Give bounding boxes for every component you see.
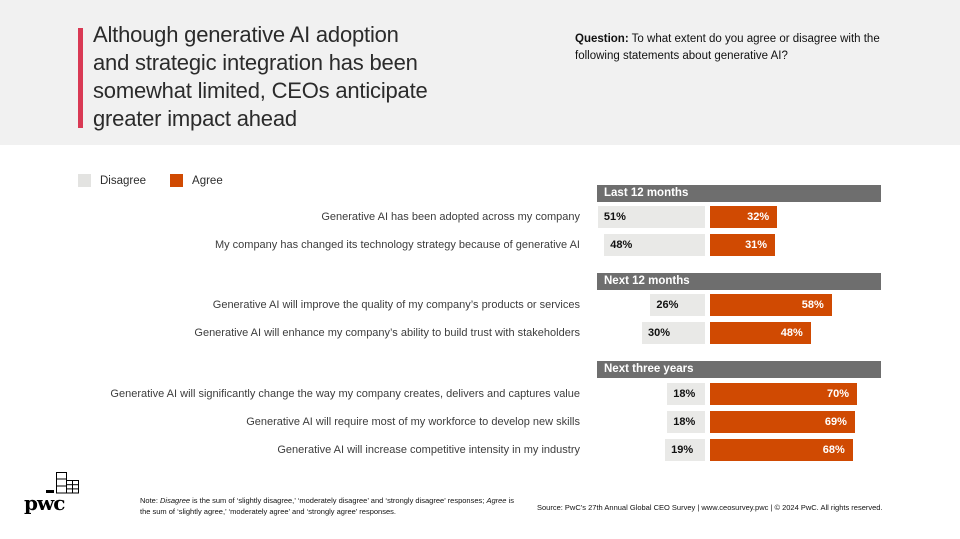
agree-bar: 58%: [710, 294, 832, 316]
section-header-next-12-months: Next 12 months: [597, 273, 881, 290]
row-label: Generative AI has been adopted across my…: [321, 211, 580, 223]
disagree-value: 18%: [673, 388, 696, 400]
question-body-1: To what extent do you agree or disagree …: [631, 33, 880, 45]
agree-bar: 68%: [710, 439, 853, 461]
disagree-bar: 19%: [665, 439, 705, 461]
agree-value: 58%: [801, 299, 824, 311]
disagree-bar-zone: 51%: [589, 206, 705, 228]
statement-row: My company has changed its technology st…: [0, 234, 960, 256]
disagree-bar-zone: 19%: [589, 439, 705, 461]
title-line-4: greater impact ahead: [93, 106, 297, 131]
section-header-last-12-months: Last 12 months: [597, 185, 881, 202]
question-prefix: Question:: [575, 33, 629, 45]
agree-swatch-icon: [170, 174, 184, 187]
agree-value: 32%: [747, 211, 770, 223]
title-line-1: Although generative AI adoption: [93, 22, 399, 47]
disagree-bar-zone: 48%: [589, 234, 705, 256]
agree-bar: 48%: [710, 322, 811, 344]
agree-value: 68%: [822, 444, 845, 456]
disagree-value: 18%: [673, 416, 696, 428]
legend-item-agree: Agree: [170, 174, 223, 187]
disagree-bar: 18%: [667, 383, 705, 405]
note-part: is the sum of ‘slightly disagree,’ ‘mode…: [190, 496, 487, 505]
disagree-value: 19%: [671, 444, 694, 456]
title-line-3: somewhat limited, CEOs anticipate: [93, 78, 428, 103]
disagree-bar: 18%: [667, 411, 705, 433]
row-label: Generative AI will significantly change …: [110, 388, 580, 400]
note-part: is the sum of ‘slightly agree,’ ‘moderat…: [140, 496, 514, 516]
row-label: Generative AI will increase competitive …: [277, 444, 580, 456]
page-title: Although generative AI adoption and stra…: [93, 21, 428, 133]
statement-row: Generative AI will enhance my company’s …: [0, 322, 960, 344]
source-text: Source: PwC’s 27th Annual Global CEO Sur…: [537, 503, 883, 512]
disagree-bar: 51%: [597, 206, 705, 228]
question-text: Question: To what extent do you agree or…: [575, 31, 925, 65]
statement-row: Generative AI will increase competitive …: [0, 439, 960, 461]
header-band: Although generative AI adoption and stra…: [0, 0, 960, 145]
agree-bar: 32%: [710, 206, 778, 228]
note-agree-term: Agree: [486, 496, 507, 505]
disagree-bar: 26%: [650, 294, 705, 316]
disagree-value: 51%: [603, 211, 626, 223]
disagree-bar: 48%: [604, 234, 705, 256]
agree-bar: 70%: [710, 383, 857, 405]
disagree-bar-zone: 18%: [589, 383, 705, 405]
legend-label-disagree: Disagree: [100, 174, 147, 187]
disagree-value: 48%: [610, 239, 633, 251]
agree-value: 70%: [826, 388, 849, 400]
disagree-bar: 30%: [642, 322, 705, 344]
row-label: Generative AI will enhance my company’s …: [194, 327, 580, 339]
row-label: Generative AI will require most of my wo…: [246, 416, 580, 428]
legend: Disagree Agree: [78, 174, 223, 187]
disagree-bar-zone: 26%: [589, 294, 705, 316]
disagree-bar-zone: 18%: [589, 411, 705, 433]
agree-value: 69%: [824, 416, 847, 428]
row-label: My company has changed its technology st…: [214, 239, 580, 251]
legend-item-disagree: Disagree: [78, 174, 146, 187]
agree-value: 31%: [745, 239, 768, 251]
disagree-bar-zone: 30%: [589, 322, 705, 344]
accent-bar: [78, 28, 83, 128]
disagree-value: 26%: [656, 299, 679, 311]
title-line-2: and strategic integration has been: [93, 50, 418, 75]
disagree-swatch-icon: [78, 174, 91, 187]
pwc-blocks-icon: [46, 472, 79, 494]
agree-bar: 69%: [710, 411, 855, 433]
agree-bar: 31%: [710, 234, 776, 256]
disagree-value: 30%: [648, 327, 671, 339]
legend-label-agree: Agree: [192, 174, 223, 187]
statement-row: Generative AI will significantly change …: [0, 383, 960, 405]
note-disagree-term: Disagree: [160, 496, 191, 505]
statement-row: Generative AI will require most of my wo…: [0, 411, 960, 433]
note-part: Note:: [140, 496, 161, 505]
question-line-1: Question: To what extent do you agree or…: [575, 31, 925, 48]
section-header-next-three-years: Next three years: [597, 361, 881, 378]
question-line-2: following statements about generative AI…: [575, 50, 788, 62]
note-text: Note: Disagree is the sum of ‘slightly d…: [140, 495, 518, 517]
statement-row: Generative AI has been adopted across my…: [0, 206, 960, 228]
statement-row: Generative AI will improve the quality o…: [0, 294, 960, 316]
agree-value: 48%: [780, 327, 803, 339]
row-label: Generative AI will improve the quality o…: [212, 299, 580, 311]
pwc-logo: pwc: [24, 491, 65, 515]
